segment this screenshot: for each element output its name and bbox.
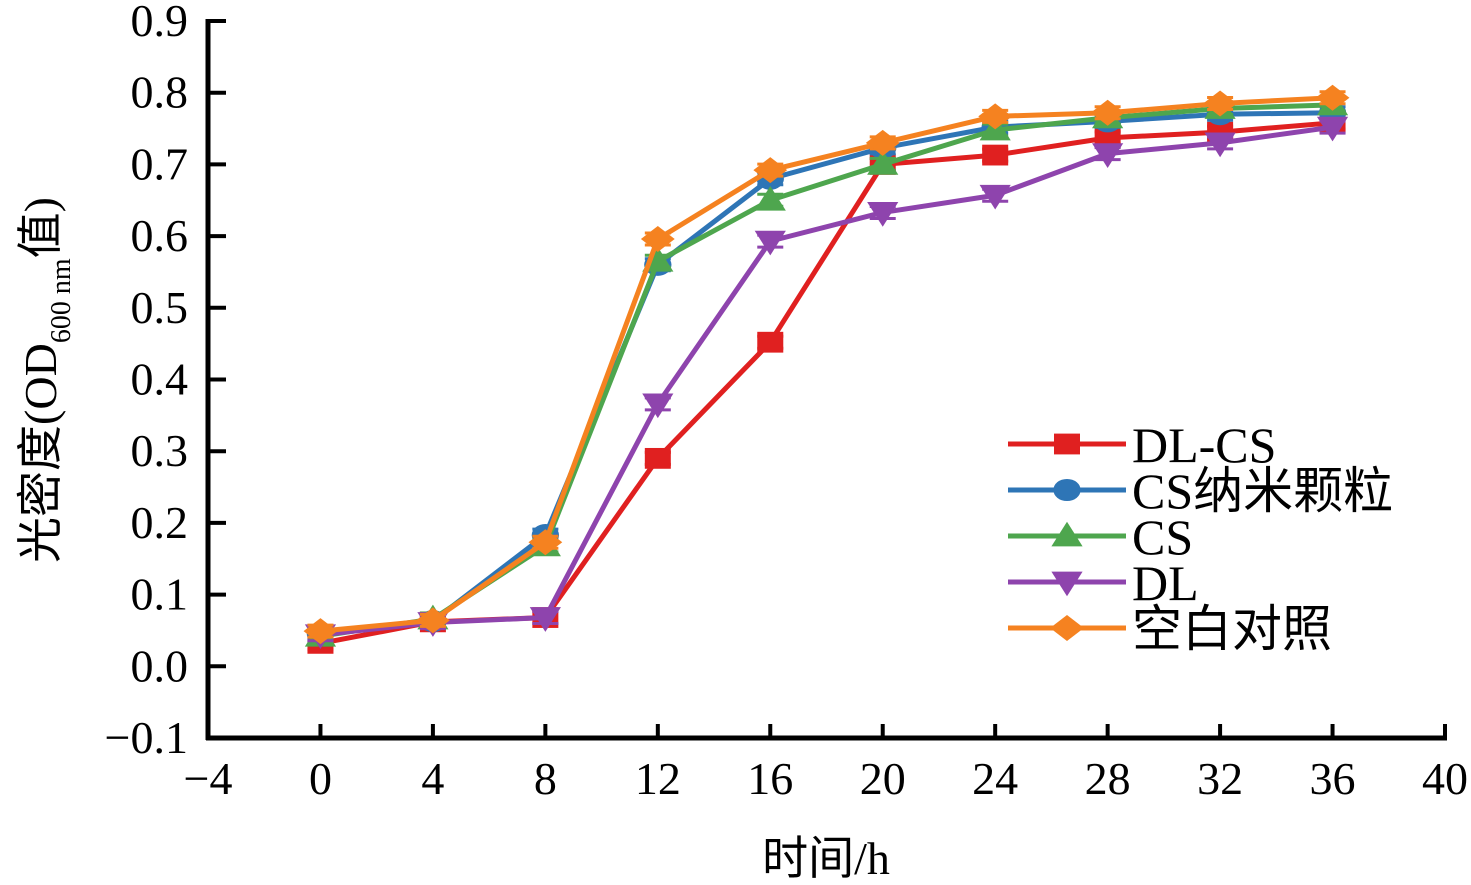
data-point [865, 129, 900, 156]
data-point [867, 150, 899, 175]
y-axis-title-subscript: 600 nm [46, 258, 77, 343]
data-point [1094, 127, 1121, 149]
x-tick-label: 24 [972, 753, 1018, 804]
plot-series-group [303, 84, 1350, 654]
data-point [757, 331, 784, 353]
data-point [978, 103, 1013, 130]
x-tick-label: 0 [309, 753, 332, 804]
x-tick-label: −4 [184, 753, 233, 804]
data-point [1092, 143, 1124, 168]
x-tick-label: 16 [747, 753, 793, 804]
data-point [867, 202, 899, 227]
y-tick-label: 0.3 [131, 425, 189, 476]
series-line [320, 124, 1333, 638]
x-axis-title: 时间/h [762, 833, 890, 884]
y-ticks-group: −0.1 0.0 0.1 0.2 0.3 0.4 0.5 0.6 0.7 0.8 0.9 [105, 0, 226, 763]
legend-label: CS [1132, 509, 1193, 565]
series-line [320, 110, 1333, 637]
legend-marker [1051, 571, 1083, 597]
legend-item: DL [1008, 555, 1199, 611]
x-tick-label: 36 [1310, 753, 1356, 804]
y-axis-title: 光密度(OD600 nm值) [15, 197, 77, 563]
data-point [642, 393, 674, 419]
y-tick-label: −0.1 [105, 712, 188, 763]
data-point [528, 529, 563, 556]
data-point [1204, 132, 1236, 158]
data-point [754, 185, 786, 211]
y-tick-label: 0.2 [131, 497, 189, 548]
data-point [1090, 99, 1125, 126]
legend-label: CS纳米颗粒 [1132, 463, 1393, 519]
legend-label: DL [1132, 555, 1199, 611]
data-point [982, 144, 1009, 166]
x-tick-label: 8 [534, 753, 557, 804]
legend-item: DL-CS [1008, 417, 1276, 473]
legend-item: CS纳米颗粒 [1008, 463, 1393, 519]
data-point [416, 607, 450, 634]
legend-marker [1050, 615, 1084, 641]
y-axis-title-suffix: 值) [15, 197, 66, 258]
x-tick-label: 28 [1085, 753, 1131, 804]
data-point [753, 157, 788, 184]
y-tick-label: 0.1 [131, 569, 189, 620]
y-tick-label: 0.7 [131, 138, 189, 189]
data-point [644, 447, 671, 469]
series-4 [303, 84, 1350, 645]
series-line [320, 95, 1333, 634]
data-point [529, 607, 561, 632]
legend-item: 空白对照 [1008, 601, 1332, 657]
data-point [754, 230, 786, 256]
legend-marker [1054, 433, 1080, 455]
x-tick-label: 20 [860, 753, 906, 804]
y-tick-label: 0.9 [131, 0, 189, 46]
data-point [1203, 90, 1237, 117]
y-tick-label: 0.0 [131, 640, 189, 691]
x-tick-label: 32 [1197, 753, 1243, 804]
data-point [1316, 116, 1349, 142]
data-point [303, 618, 338, 645]
legend-marker [1053, 478, 1081, 502]
y-axis-title-main: 光密度(OD [15, 343, 66, 563]
x-tick-label: 40 [1422, 753, 1468, 804]
legend-label: DL-CS [1132, 417, 1276, 473]
data-point [979, 184, 1011, 210]
x-ticks-group: −4 0 4 8 12 16 20 24 28 32 36 40 [184, 724, 1468, 804]
data-point [1315, 84, 1350, 111]
svg-text:光密度(OD600 nm值): 光密度(OD600 nm值) [15, 197, 77, 563]
legend-item: CS [1008, 509, 1193, 565]
x-tick-label: 4 [421, 753, 444, 804]
y-tick-label: 0.6 [131, 210, 189, 261]
legend-marker [1051, 521, 1083, 547]
legend-label: 空白对照 [1132, 601, 1332, 657]
y-tick-label: 0.8 [131, 67, 189, 118]
data-point [640, 225, 675, 252]
x-tick-label: 12 [635, 753, 681, 804]
y-tick-label: 0.5 [131, 282, 189, 333]
y-tick-label: 0.4 [131, 354, 189, 405]
